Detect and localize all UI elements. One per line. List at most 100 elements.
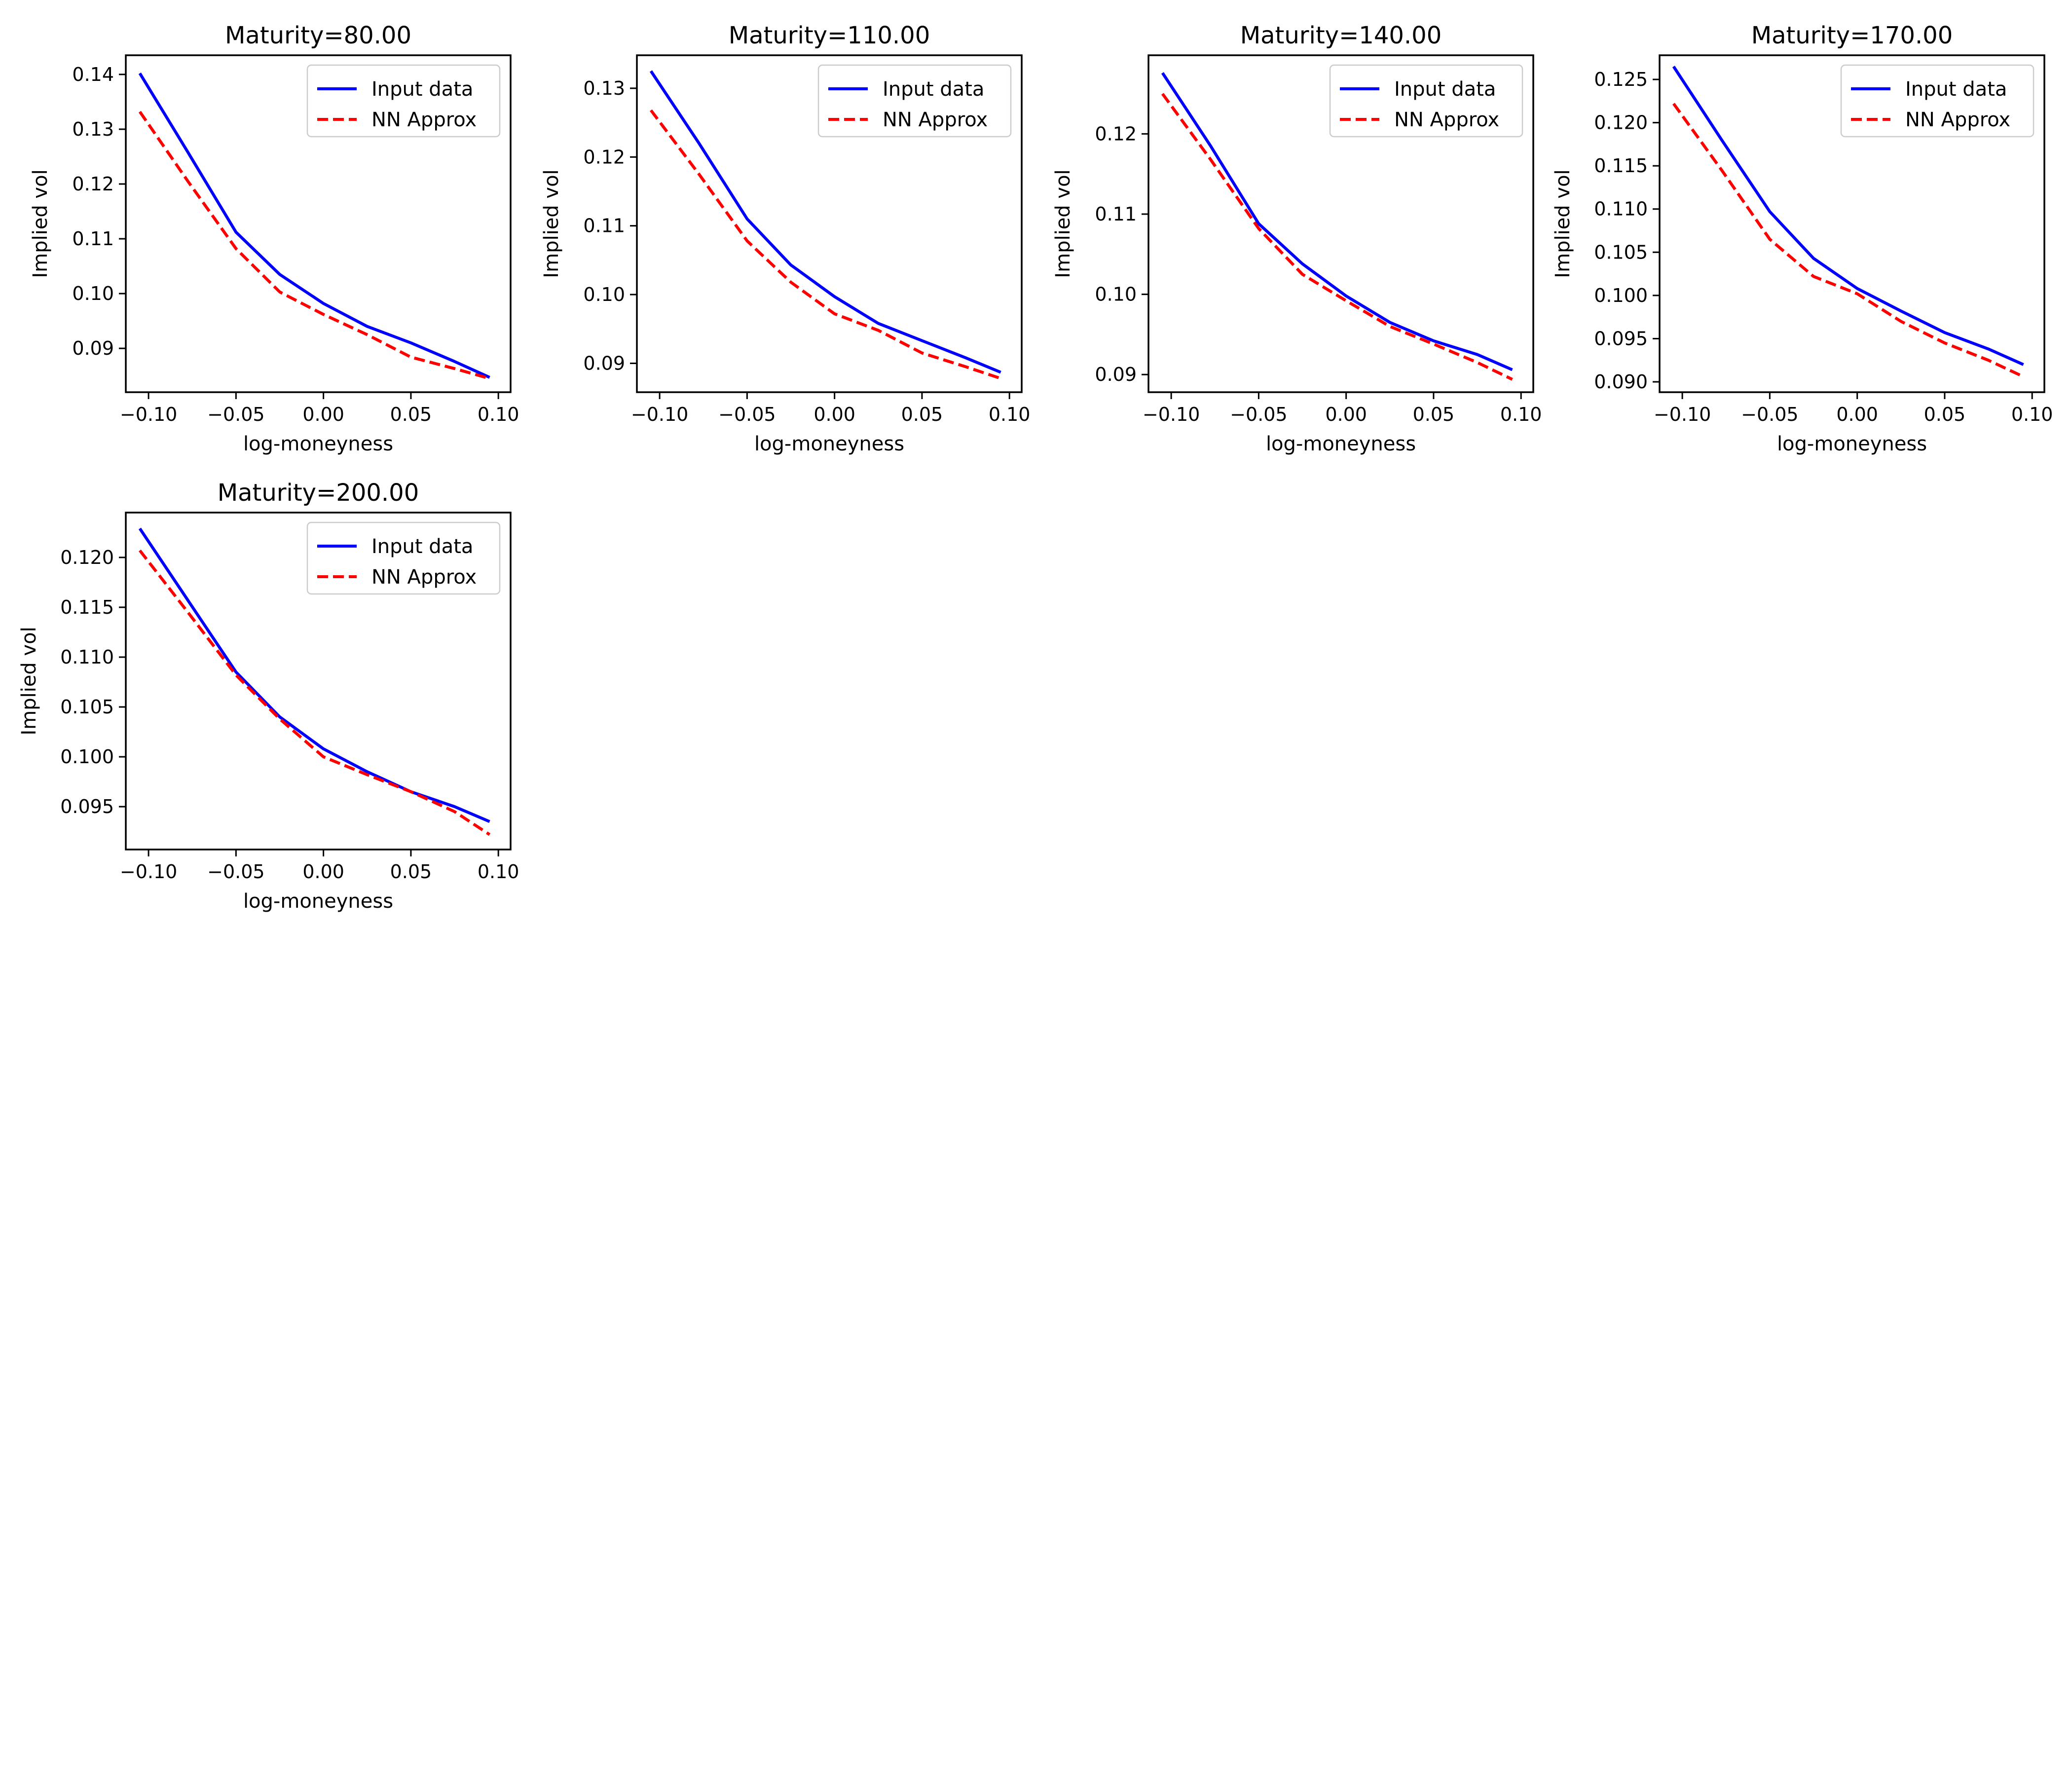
- y-tick-label: 0.115: [60, 596, 114, 618]
- x-tick-label: −0.05: [207, 404, 264, 425]
- axes-frame: [125, 54, 512, 393]
- legend-label: NN Approx: [1905, 109, 2010, 131]
- y-tick-label: 0.12: [583, 146, 625, 168]
- x-tick-label: −0.10: [1654, 404, 1711, 425]
- x-tick-label: 0.10: [989, 404, 1031, 425]
- subplot-title: Maturity=110.00: [729, 22, 930, 49]
- legend-label: NN Approx: [371, 566, 477, 589]
- x-tick-label: −0.10: [1143, 404, 1200, 425]
- x-tick-label: 0.00: [302, 861, 344, 883]
- y-tick-label: 0.125: [1594, 69, 1648, 90]
- subplot-1: Maturity=80.00 −0.10 −0.05 0.00 0.05 0.10 0.09…: [29, 22, 519, 455]
- y-tick-label: 0.11: [1095, 203, 1137, 225]
- y-axis-label: Implied vol: [540, 169, 563, 278]
- y-tick-label: 0.09: [1095, 364, 1137, 385]
- x-tick-label: −0.05: [1741, 404, 1798, 425]
- y-tick-label: 0.10: [583, 284, 625, 305]
- axes-frame: [1659, 54, 2045, 393]
- y-tick-label: 0.13: [72, 118, 114, 140]
- x-axis-label: log-moneyness: [754, 433, 904, 455]
- subplot-title: Maturity=80.00: [225, 22, 411, 49]
- subplot-4: Maturity=170.00 −0.10 −0.05 0.00 0.05 0.10 0.0…: [1552, 22, 2053, 455]
- y-axis-label: Implied vol: [1552, 169, 1574, 278]
- legend-label: NN Approx: [1394, 109, 1499, 131]
- x-tick-label: −0.05: [207, 861, 264, 883]
- series-line-nn-approx: [139, 549, 491, 836]
- legend: Input data NN Approx: [1329, 64, 1523, 138]
- series-line-nn-approx: [138, 111, 490, 380]
- subplot-title: Maturity=170.00: [1751, 22, 1953, 49]
- x-axis-label: log-moneyness: [1777, 433, 1927, 455]
- series-line-input-data: [138, 527, 490, 823]
- x-axis-label: log-moneyness: [1266, 433, 1416, 455]
- x-tick-label: 0.05: [390, 861, 432, 883]
- series-line-input-data: [138, 73, 490, 379]
- legend-label: NN Approx: [371, 109, 477, 131]
- y-tick-label: 0.10: [1095, 284, 1137, 305]
- x-tick-label: 0.05: [1924, 404, 1966, 425]
- y-tick-label: 0.105: [60, 696, 114, 718]
- x-tick-label: −0.10: [120, 404, 177, 425]
- y-tick-label: 0.095: [1594, 328, 1648, 349]
- legend-label: NN Approx: [883, 109, 988, 131]
- y-tick-label: 0.105: [1594, 241, 1648, 263]
- y-tick-label: 0.11: [583, 215, 625, 237]
- y-tick-label: 0.10: [72, 283, 114, 304]
- series-line-input-data: [649, 70, 1001, 374]
- subplot-5: Maturity=200.00 −0.10 −0.05 0.00 0.05 0.10 0.0…: [18, 479, 519, 913]
- x-tick-label: 0.00: [302, 404, 344, 425]
- subplot-2: Maturity=110.00 −0.10 −0.05 0.00 0.05 0.10 0.0…: [540, 22, 1030, 455]
- legend-label: Input data: [883, 78, 984, 101]
- y-tick-label: 0.090: [1594, 371, 1648, 393]
- x-tick-label: 0.10: [478, 404, 519, 425]
- x-tick-label: −0.10: [120, 861, 177, 883]
- series-line-nn-approx: [1672, 103, 2024, 378]
- y-tick-label: 0.120: [1594, 112, 1648, 134]
- y-tick-label: 0.14: [72, 64, 114, 85]
- y-tick-label: 0.110: [60, 646, 114, 668]
- y-axis-label: Implied vol: [18, 627, 40, 735]
- y-tick-label: 0.09: [583, 352, 625, 374]
- legend: Input data NN Approx: [817, 64, 1012, 138]
- y-tick-label: 0.12: [72, 173, 114, 195]
- x-axis-label: log-moneyness: [243, 433, 393, 455]
- subplot-grid: Maturity=80.00 −0.10 −0.05 0.00 0.05 0.10 0.09…: [18, 22, 2053, 913]
- x-tick-label: 0.05: [1413, 404, 1455, 425]
- x-tick-label: 0.05: [390, 404, 432, 425]
- x-axis-label: log-moneyness: [243, 890, 393, 913]
- y-axis-label: Implied vol: [1052, 169, 1074, 278]
- legend-label: Input data: [371, 78, 473, 101]
- axes-frame: [1147, 54, 1534, 393]
- axes-frame: [636, 54, 1023, 393]
- y-tick-label: 0.115: [1594, 155, 1648, 177]
- y-tick-label: 0.11: [72, 228, 114, 250]
- x-tick-label: −0.05: [718, 404, 776, 425]
- y-axis-label: Implied vol: [29, 169, 52, 278]
- y-tick-label: 0.120: [60, 547, 114, 568]
- legend-label: Input data: [1394, 78, 1496, 101]
- series-line-input-data: [1672, 66, 2024, 366]
- x-tick-label: −0.10: [631, 404, 688, 425]
- x-tick-label: 0.05: [901, 404, 943, 425]
- subplot-3: Maturity=140.00 −0.10 −0.05 0.00 0.05 0.10 0.0…: [1052, 22, 1542, 455]
- series-line-input-data: [1161, 72, 1513, 371]
- x-tick-label: 0.00: [814, 404, 855, 425]
- x-tick-label: 0.10: [478, 861, 519, 883]
- x-tick-label: 0.00: [1325, 404, 1367, 425]
- x-tick-label: 0.10: [1500, 404, 1542, 425]
- y-tick-label: 0.110: [1594, 198, 1648, 220]
- x-tick-label: −0.05: [1230, 404, 1287, 425]
- axes-frame: [125, 512, 512, 851]
- x-tick-label: 0.00: [1836, 404, 1878, 425]
- legend: Input data NN Approx: [306, 64, 501, 138]
- legend-label: Input data: [1905, 78, 2007, 101]
- y-tick-label: 0.13: [583, 77, 625, 99]
- y-tick-label: 0.095: [60, 796, 114, 817]
- y-tick-label: 0.12: [1095, 123, 1137, 145]
- y-tick-label: 0.09: [72, 337, 114, 359]
- series-line-nn-approx: [650, 109, 1001, 380]
- y-tick-label: 0.100: [1594, 285, 1648, 306]
- legend-label: Input data: [371, 535, 473, 558]
